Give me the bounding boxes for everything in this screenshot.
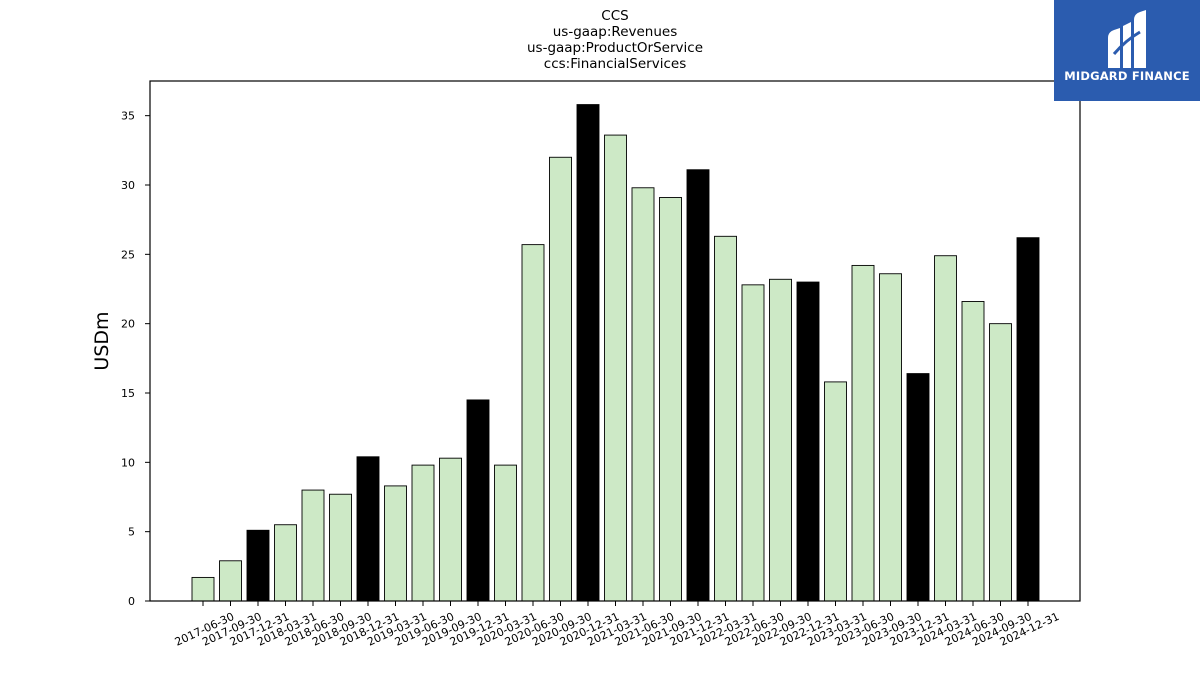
y-tick-label: 15 bbox=[121, 387, 135, 400]
y-tick-label: 10 bbox=[121, 456, 135, 469]
y-tick-label: 5 bbox=[128, 526, 135, 539]
bar bbox=[796, 281, 820, 602]
bar bbox=[604, 134, 627, 602]
y-tick-label: 20 bbox=[121, 318, 135, 331]
chart-title-line: CCS bbox=[601, 8, 628, 24]
bar bbox=[301, 489, 325, 602]
y-tick-label: 30 bbox=[121, 179, 135, 192]
y-axis-label: USDm bbox=[91, 311, 113, 370]
bar bbox=[631, 187, 655, 602]
bar bbox=[439, 457, 462, 602]
bar bbox=[576, 104, 600, 602]
bar bbox=[906, 373, 930, 602]
bar bbox=[246, 529, 270, 602]
bar bbox=[191, 576, 215, 602]
bar bbox=[356, 456, 380, 602]
y-tick-label: 25 bbox=[121, 248, 135, 261]
x-axis: 2017-06-302017-09-302017-12-312018-03-31… bbox=[173, 601, 1061, 649]
plot-frame bbox=[149, 80, 1081, 602]
bar bbox=[714, 235, 737, 602]
bars bbox=[191, 104, 1040, 602]
chart-title-line: ccs:FinancialServices bbox=[544, 56, 686, 72]
bar bbox=[466, 399, 490, 602]
chart-title-line: us-gaap:ProductOrService bbox=[527, 40, 703, 56]
bar bbox=[494, 464, 517, 602]
bar bbox=[549, 156, 572, 602]
y-axis: 0 5 10 15 20 25 30 35 bbox=[121, 110, 150, 608]
bar bbox=[411, 464, 435, 602]
bar bbox=[851, 264, 875, 602]
brand-logo: MIDGARD FINANCE bbox=[1054, 0, 1200, 101]
bar bbox=[219, 560, 242, 602]
bar bbox=[824, 381, 847, 602]
bar bbox=[1016, 237, 1040, 602]
brand-name: MIDGARD FINANCE bbox=[1064, 69, 1190, 83]
bar bbox=[659, 197, 682, 602]
chart-title: CCSus-gaap:Revenuesus-gaap:ProductOrServ… bbox=[527, 8, 703, 72]
bar bbox=[521, 244, 545, 602]
bar bbox=[329, 493, 352, 602]
bar bbox=[274, 524, 297, 602]
bar bbox=[769, 278, 792, 602]
bar bbox=[961, 301, 985, 602]
chart-title-line: us-gaap:Revenues bbox=[553, 24, 678, 40]
bar bbox=[879, 273, 902, 602]
bar bbox=[384, 485, 407, 602]
y-tick-label: 0 bbox=[128, 595, 135, 608]
midgard-logo-icon bbox=[1108, 10, 1146, 68]
bar bbox=[934, 255, 957, 602]
bar bbox=[686, 169, 710, 602]
y-tick-label: 35 bbox=[121, 110, 135, 123]
bar bbox=[741, 284, 765, 602]
bar bbox=[989, 323, 1012, 602]
